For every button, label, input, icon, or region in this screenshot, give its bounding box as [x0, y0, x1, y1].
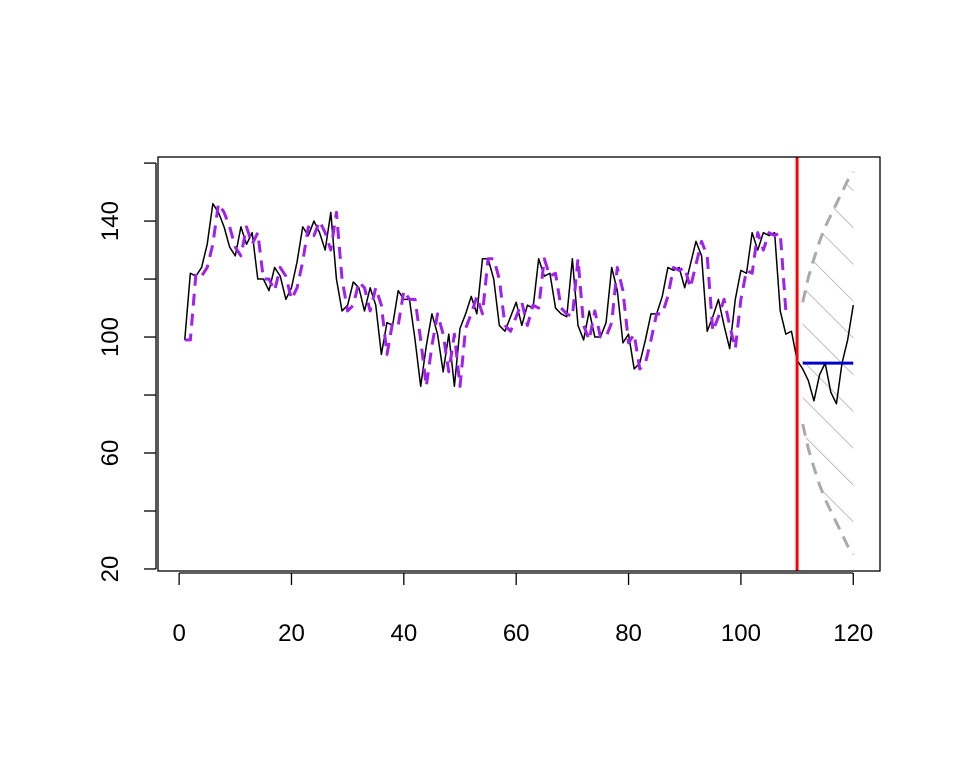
y-tick-label: 20 [97, 556, 124, 583]
x-tick-label: 120 [833, 620, 873, 647]
series-line [183, 202, 854, 405]
y-tick-label: 100 [97, 317, 124, 357]
x-tick-label: 60 [503, 620, 530, 647]
x-tick-label: 20 [278, 620, 305, 647]
y-tick-label: 140 [97, 201, 124, 241]
x-tick-label: 0 [172, 620, 185, 647]
series-line [801, 170, 855, 303]
plot-frame [157, 156, 881, 572]
x-tick-label: 40 [390, 620, 417, 647]
x-tick-label: 80 [615, 620, 642, 647]
series-line [184, 202, 788, 388]
series-line [801, 423, 855, 556]
x-tick-label: 100 [721, 620, 761, 647]
y-tick-label: 60 [97, 440, 124, 467]
